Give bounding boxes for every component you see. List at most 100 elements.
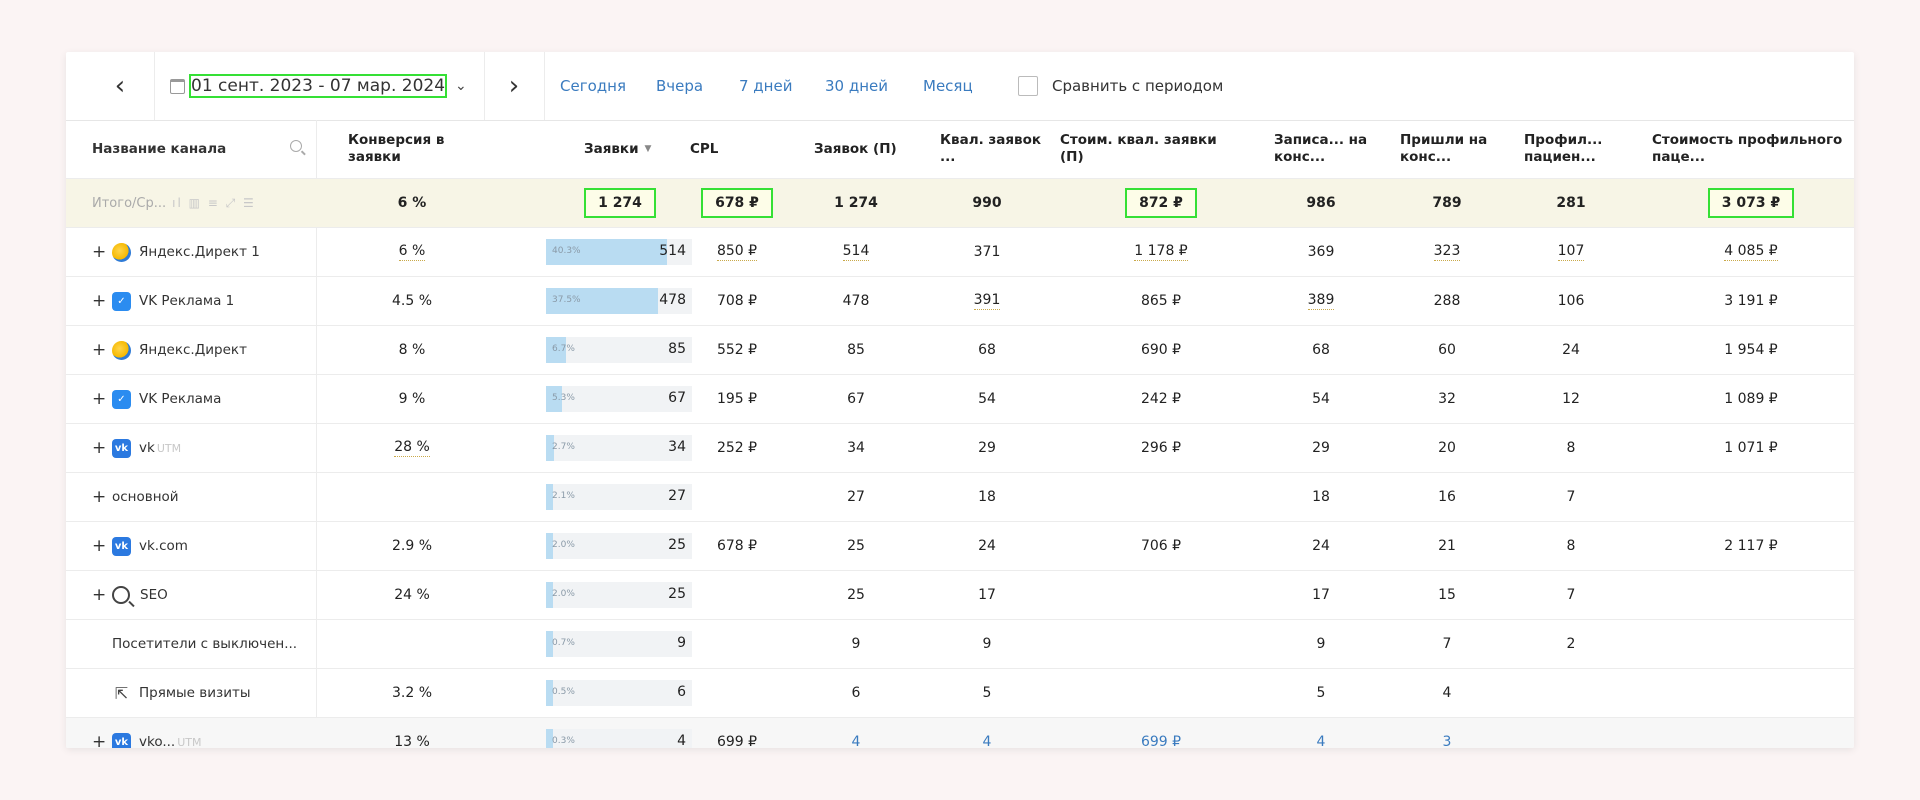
channel-name-cell[interactable]: + Яндекс.Директ <box>66 326 316 374</box>
channel-name-cell[interactable]: + vk vk UTM <box>66 424 316 472</box>
leads-p-cell: 4 <box>816 718 896 748</box>
cpl-cell: 552 ₽ <box>692 326 782 374</box>
profile-cost-cell <box>1696 473 1806 521</box>
conversion-cell[interactable]: 6 % <box>382 228 442 276</box>
profile-cost-cell <box>1696 620 1806 668</box>
profile-value: 24 <box>1562 342 1580 358</box>
profile-cost-cell: 1 071 ₽ <box>1696 424 1806 472</box>
table-row[interactable]: + Яндекс.Директ 6.7% 85 8 % 552 ₽ 85 68 690 ₽ 68 6… <box>66 326 1854 375</box>
yandex-direct-icon <box>112 242 131 262</box>
col-header-booked[interactable]: Записа... на конс... <box>1274 132 1368 165</box>
toolbar: ‹ 01 сент. 2023 - 07 мар. 2024 ⌄ › Сегод… <box>66 52 1854 121</box>
quick-range-today[interactable]: Сегодня <box>560 77 626 95</box>
table-row[interactable]: ⇱ Прямые визиты 0.5% 6 3.2 % 6 5 5 4 <box>66 669 1854 718</box>
table-row[interactable]: + ✓ VK Реклама 1 37.5% 478 4.5 % 708 ₽ 478 391 86… <box>66 277 1854 326</box>
qualified-cell[interactable]: 391 <box>942 277 1032 325</box>
profile-cost-cell <box>1696 718 1806 748</box>
came-value: 323 <box>1433 243 1461 261</box>
expand-icon[interactable]: + <box>92 732 107 748</box>
chevron-left-icon[interactable]: ‹ <box>114 71 126 101</box>
quick-range-30-days[interactable]: 30 дней <box>825 77 889 95</box>
cpl-cell[interactable]: 850 ₽ <box>692 228 782 276</box>
quick-range-yesterday[interactable]: Вчера <box>656 77 704 95</box>
compare-toggle[interactable]: Сравнить с периодом <box>1018 52 1223 120</box>
date-range-picker[interactable]: 01 сент. 2023 - 07 мар. 2024 ⌄ <box>170 52 467 120</box>
table-row[interactable]: + vk vko... UTM 0.3% 4 13 % 699 ₽ 4 4 699 ₽ 4 3 <box>66 718 1854 748</box>
table-row[interactable]: Посетители с выключен... 0.7% 9 9 9 9 7 2 <box>66 620 1854 669</box>
cpl-cell <box>692 669 782 717</box>
channel-name: VK Реклама 1 <box>139 293 235 309</box>
table-row[interactable]: + vk vk.com 2.0% 25 2.9 % 678 ₽ 25 24 706 ₽ 24 21 8 2… <box>66 522 1854 571</box>
col-header-came[interactable]: Пришли на конс... <box>1400 132 1488 165</box>
row-actions-icon[interactable]: ıl ▥ ≡ ⤢ ☰ <box>172 195 256 210</box>
channel-name-cell[interactable]: + основной <box>66 473 316 521</box>
conversion-value: 4.5 % <box>391 293 433 309</box>
channel-name-cell[interactable]: + vk vk.com <box>66 522 316 570</box>
col-header-profile[interactable]: Профил... пациен... <box>1524 132 1603 165</box>
quick-range-month[interactable]: Месяц <box>923 77 973 95</box>
qualified-cost-value: 699 ₽ <box>1140 734 1182 748</box>
conversion-cell: 9 % <box>382 375 442 423</box>
table-row[interactable]: + vk vk UTM 2.7% 34 28 % 252 ₽34 29 296 ₽29 20 8 1 0… <box>66 424 1854 473</box>
table-row[interactable]: + ✓ VK Реклама 5.3% 67 9 % 195 ₽ 67 54 242 ₽ 54 32 1… <box>66 375 1854 424</box>
qualified-cell: 4 <box>942 718 1032 748</box>
quick-range-7-days[interactable]: 7 дней <box>739 77 793 95</box>
channel-name-cell[interactable]: + vk vko... UTM <box>66 718 316 748</box>
channel-name-cell[interactable]: + Яндекс.Директ 1 <box>66 228 316 276</box>
table-row[interactable]: + Яндекс.Директ 1 40.3% 514 6 % 850 ₽ 514 371 1 … <box>66 228 1854 277</box>
expand-icon[interactable]: + <box>92 438 107 458</box>
came-cell: 15 <box>1402 571 1492 619</box>
came-cell[interactable]: 323 <box>1402 228 1492 276</box>
profile-cost-cell: 1 954 ₽ <box>1696 326 1806 374</box>
chevron-right-icon[interactable]: › <box>508 71 520 101</box>
table-row[interactable]: + основной 2.1% 27 27 18 18 16 7 <box>66 473 1854 522</box>
booked-value: 5 <box>1316 685 1326 701</box>
channel-name-cell[interactable]: + SEO <box>66 571 316 619</box>
qualified-cost-cell[interactable]: 1 178 ₽ <box>1106 228 1216 276</box>
booked-value: 18 <box>1312 489 1330 505</box>
profile-cost-cell[interactable]: 4 085 ₽ <box>1696 228 1806 276</box>
table-row[interactable]: + SEO 2.0% 25 24 % 25 17 17 15 7 <box>66 571 1854 620</box>
channel-name-cell[interactable]: + ✓ VK Реклама 1 <box>66 277 316 325</box>
qualified-cost-cell: 706 ₽ <box>1106 522 1216 570</box>
col-header-channel[interactable]: Название канала <box>66 120 316 178</box>
qualified-cell: 5 <box>942 669 1032 717</box>
col-header-leads-p[interactable]: Заявок (П) <box>814 140 897 157</box>
came-value: 7 <box>1442 636 1452 652</box>
channel-name-cell[interactable]: Посетители с выключен... <box>66 620 316 668</box>
expand-icon[interactable]: + <box>92 389 107 409</box>
search-icon[interactable] <box>290 140 302 152</box>
conversion-cell[interactable]: 28 % <box>382 424 442 472</box>
col-header-leads[interactable]: Заявки ▼ <box>584 140 652 157</box>
leads-bar: 2.0% 25 <box>546 582 692 608</box>
profile-cell: 8 <box>1526 522 1616 570</box>
leads-p-cell: 27 <box>816 473 896 521</box>
cpl-value: 699 ₽ <box>716 734 758 748</box>
expand-icon[interactable]: + <box>92 536 107 556</box>
leads-p-cell[interactable]: 514 <box>816 228 896 276</box>
channel-name-cell[interactable]: + ✓ VK Реклама <box>66 375 316 423</box>
expand-icon[interactable]: + <box>92 585 107 605</box>
col-header-qualified-cost[interactable]: Стоим. квал. заявки (П) <box>1060 132 1217 165</box>
qualified-cost-value: 1 178 ₽ <box>1134 243 1188 261</box>
expand-icon[interactable]: + <box>92 340 107 360</box>
cpl-cell: 699 ₽ <box>692 718 782 748</box>
vk-ads-icon: ✓ <box>112 291 131 311</box>
expand-icon[interactable]: + <box>92 291 107 311</box>
col-header-qualified[interactable]: Квал. заявок ... <box>940 132 1042 165</box>
qualified-cell: 54 <box>942 375 1032 423</box>
qualified-cell: 24 <box>942 522 1032 570</box>
compare-checkbox[interactable] <box>1018 76 1038 96</box>
channel-name-cell[interactable]: ⇱ Прямые визиты <box>66 669 316 717</box>
expand-icon[interactable]: + <box>92 242 107 262</box>
expand-icon[interactable]: + <box>92 487 107 507</box>
col-header-cpl[interactable]: CPL <box>690 140 719 157</box>
profile-cell[interactable]: 107 <box>1526 228 1616 276</box>
booked-cell[interactable]: 389 <box>1276 277 1366 325</box>
col-header-profile-cost[interactable]: Стоимость профильного паце... <box>1652 132 1843 165</box>
leads-value: 25 <box>668 537 686 553</box>
qualified-cell: 17 <box>942 571 1032 619</box>
col-header-conversion[interactable]: Конверсия в заявки <box>348 132 445 165</box>
leads-value: 85 <box>668 341 686 357</box>
chevron-down-icon: ⌄ <box>455 78 467 94</box>
